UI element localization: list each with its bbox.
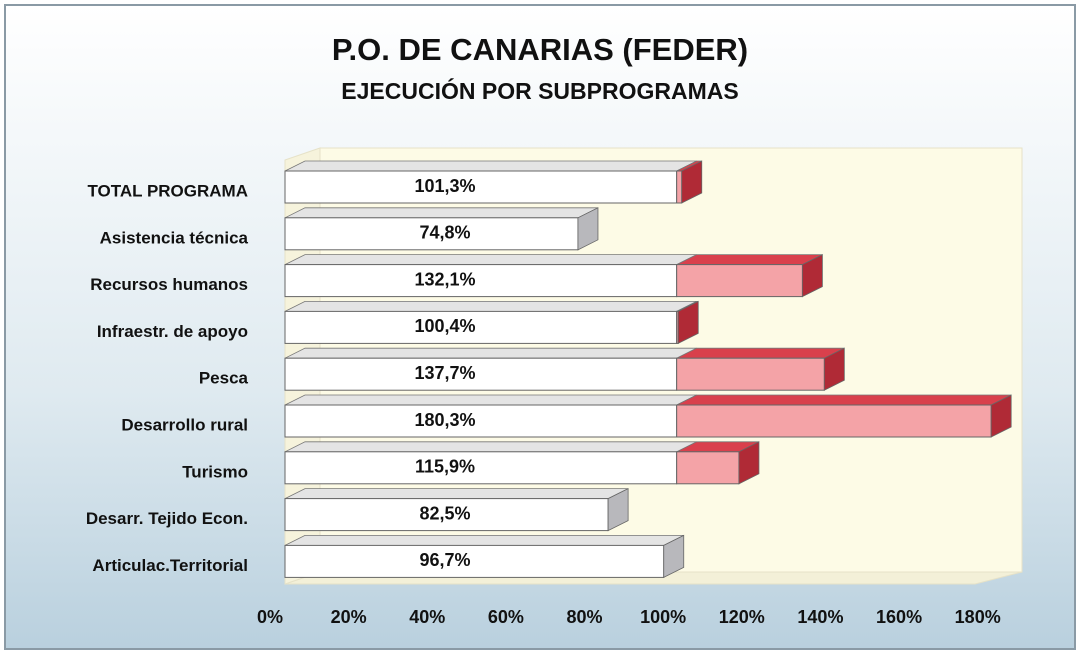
x-tick-label: 80% [567,607,603,627]
value-label: 115,9% [415,457,475,477]
bar-front [284,544,665,578]
y-tick-label: Articulac.Territorial [92,556,248,575]
bar-top [284,535,684,546]
bar-side [681,160,703,204]
bar-front [284,451,678,485]
y-tick-label: Desarrollo rural [121,415,248,434]
x-tick-label: 20% [331,607,367,627]
bar-front [284,357,678,391]
value-label: 96,7% [419,550,470,570]
bar-top [284,160,697,172]
bar [284,160,703,204]
bar [284,347,845,391]
value-label: 180,3% [414,410,475,430]
x-tick-label: 0% [257,607,283,627]
x-tick-label: 140% [797,607,843,627]
x-tick-label: 40% [409,607,445,627]
x-tick-label: 160% [876,607,922,627]
chart-title: P.O. DE CANARIAS (FEDER) [332,32,748,67]
y-tick-label: Desarr. Tejido Econ. [86,509,248,528]
bar-front [284,264,678,298]
bar [284,441,760,485]
bar-front [284,310,678,344]
x-tick-label: 100% [640,607,686,627]
bar-top [284,300,697,312]
x-tick-label: 120% [719,607,765,627]
bar-front [284,498,609,532]
bar-front [676,264,803,298]
bar-side [990,394,1012,438]
bar-top [284,488,629,500]
bar-top [676,394,1012,406]
bar-side [801,253,823,298]
bar-front [284,404,678,438]
bar-side [663,534,685,579]
bar-front [676,357,825,391]
y-tick-label: Turismo [182,462,248,481]
bar-front [676,451,740,485]
y-tick-label: TOTAL PROGRAMA [87,181,248,200]
y-tick-label: Asistencia técnica [100,228,249,247]
bar-front [676,404,992,438]
bar [284,300,699,345]
bar [284,207,599,251]
value-label: 82,5% [419,503,470,523]
bar [284,253,823,298]
bar-side [823,347,845,391]
bar-top [284,347,697,359]
bar-top [284,394,697,406]
bar-side [738,441,760,485]
y-tick-label: Pesca [199,369,249,388]
bar-front [284,170,678,204]
bar [284,394,1012,438]
value-label: 74,8% [419,223,470,243]
bar-side [577,207,599,251]
value-label: 100,4% [414,316,475,336]
bar-top [284,207,599,219]
value-label: 132,1% [414,269,475,289]
x-tick-label: 60% [488,607,524,627]
bar-front [676,170,683,204]
bar-top [284,441,697,453]
bar [284,487,629,532]
y-tick-label: Infraestr. de apoyo [97,322,248,341]
x-tick-label: 180% [955,607,1001,627]
chart-subtitle: EJECUCIÓN POR SUBPROGRAMAS [341,77,738,104]
bar-side [677,300,699,345]
bar-top [676,347,845,359]
bar-top [284,254,697,266]
bar [284,534,685,579]
value-label: 101,3% [414,176,475,196]
y-tick-label: Recursos humanos [90,275,248,294]
bar-side [607,487,629,532]
value-label: 137,7% [414,363,475,383]
bar-top [676,254,823,266]
